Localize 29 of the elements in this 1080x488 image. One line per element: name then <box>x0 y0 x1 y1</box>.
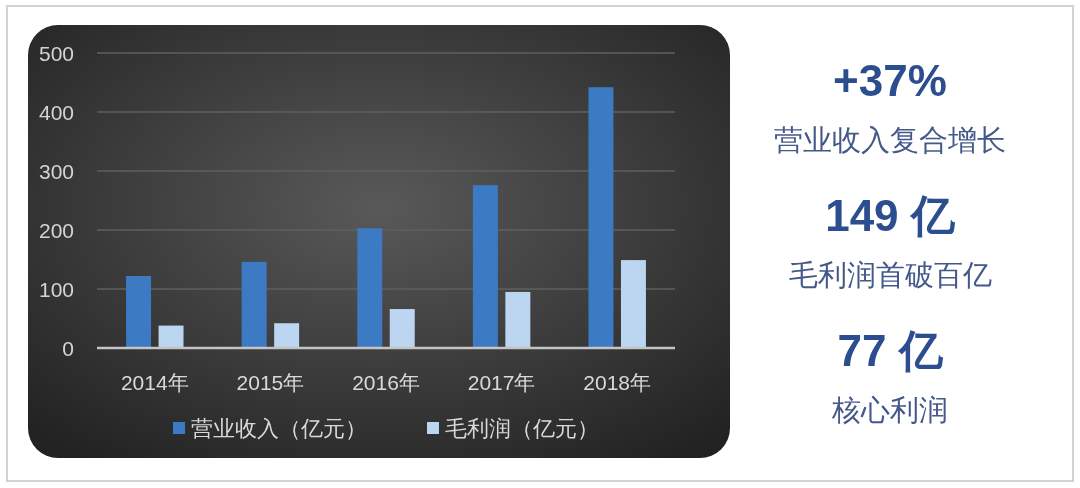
text: +37% <box>833 55 947 105</box>
bar <box>505 291 531 348</box>
y-tick-label: 100 <box>38 277 74 301</box>
y-tick-label: 200 <box>38 218 74 242</box>
y-tick-label: 500 <box>38 41 74 65</box>
bar <box>357 228 383 348</box>
bar <box>274 323 300 348</box>
text: 149 亿 <box>825 190 956 240</box>
text: 毛利润首破百亿 <box>788 259 992 291</box>
bar <box>126 276 152 348</box>
x-tick-label: 2017年 <box>467 370 536 394</box>
legend-label: 营业收入（亿元） <box>191 415 367 441</box>
text: 营业收入复合增长 <box>774 124 1006 156</box>
bar <box>472 185 498 348</box>
text: 核心利润 <box>831 394 948 426</box>
bar <box>158 325 184 348</box>
y-tick-label: 300 <box>38 159 74 183</box>
legend-label: 毛利润（亿元） <box>445 415 599 441</box>
text: 77 亿 <box>837 325 944 375</box>
bar <box>241 261 267 348</box>
x-tick-label: 2018年 <box>583 370 652 394</box>
x-tick-label: 2016年 <box>352 370 420 394</box>
bar <box>588 87 614 348</box>
x-tick-label: 2014年 <box>120 370 189 394</box>
y-tick-label: 400 <box>38 100 74 124</box>
y-tick-label: 0 <box>62 336 74 360</box>
bar <box>389 309 415 348</box>
bar <box>620 260 646 348</box>
x-tick-label: 2015年 <box>236 370 305 394</box>
